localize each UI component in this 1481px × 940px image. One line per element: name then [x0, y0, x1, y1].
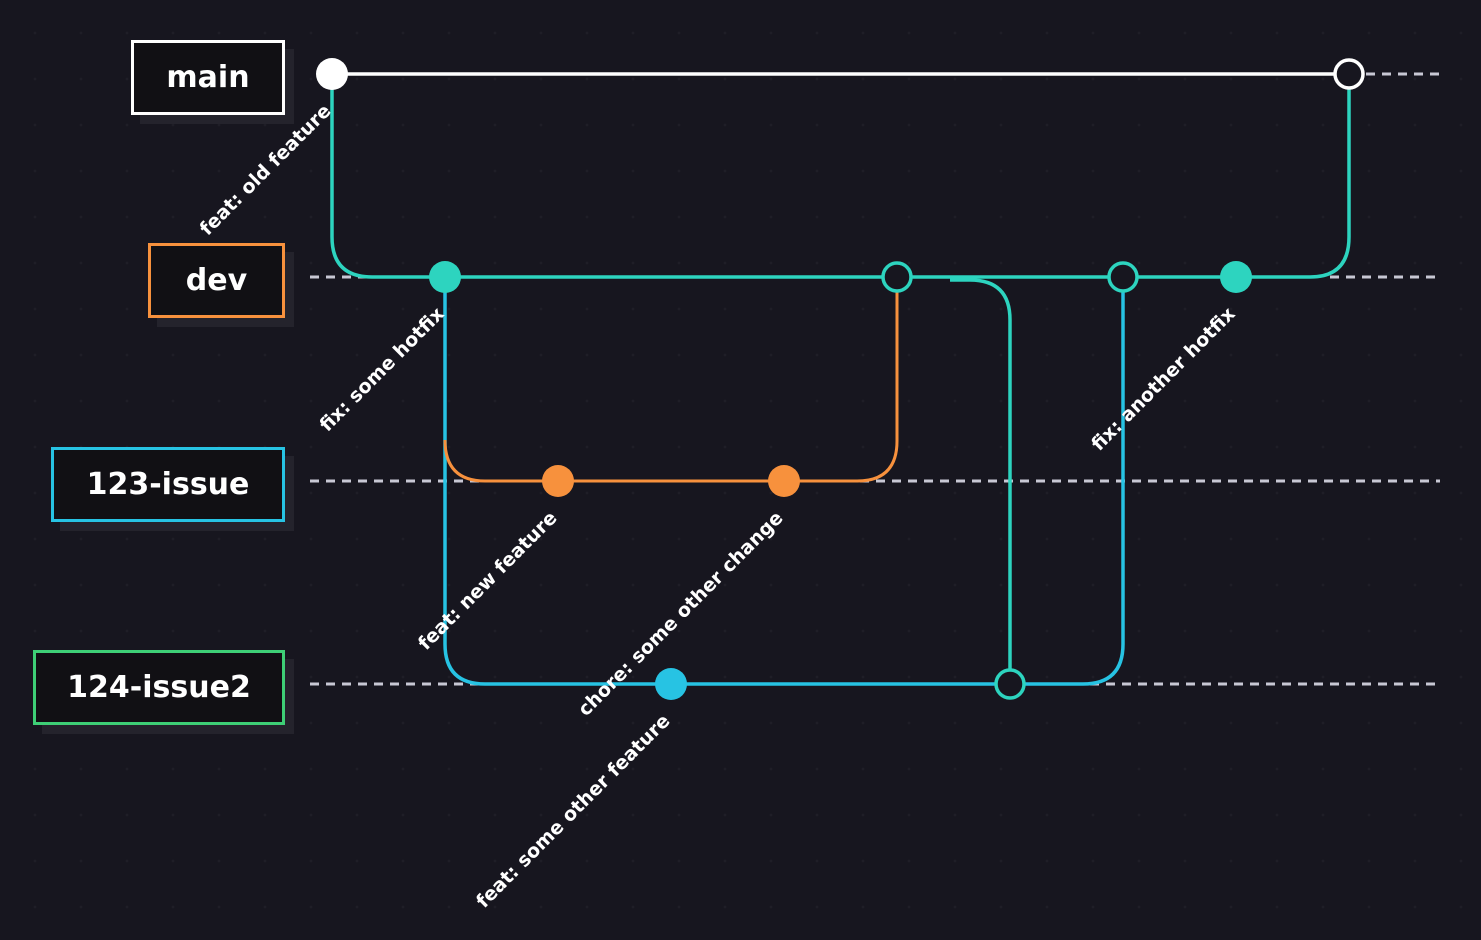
commit-124-other-feature[interactable] [655, 668, 687, 700]
commit-label-new-feature: feat: new feature [414, 507, 562, 655]
branch-label-123-issue-text: 123-issue [86, 467, 250, 502]
dev-to-124-merge-path [950, 278, 1012, 684]
branch-label-main-text: main [166, 60, 250, 95]
124-issue2-branch-path [443, 277, 1125, 686]
commit-dev-merge-123[interactable] [881, 261, 913, 293]
branch-label-main: main [131, 40, 285, 115]
commit-label-old-feature: feat: old feature [196, 100, 336, 240]
commit-123-new-feature[interactable] [542, 465, 574, 497]
branch-label-124-issue2: 124-issue2 [33, 650, 285, 725]
commit-label-another-hotfix: fix: another hotfix [1087, 303, 1239, 455]
dev-from-main-path [330, 74, 1351, 279]
commit-label-other-feature: feat: some other feature [472, 710, 674, 912]
branch-label-dev: dev [148, 243, 285, 318]
commit-main-start[interactable] [316, 58, 348, 90]
123-issue-branch-path [443, 277, 899, 483]
commit-label-some-hotfix: fix: some hotfix [315, 303, 448, 436]
branch-label-124-issue2-text: 124-issue2 [67, 670, 251, 705]
commit-dev-hotfix[interactable] [429, 261, 461, 293]
branch-label-dev-text: dev [185, 263, 248, 298]
commit-124-merge-dev[interactable] [994, 668, 1026, 700]
branch-label-123-issue: 123-issue [51, 447, 285, 522]
commit-dev-another-hotfix[interactable] [1220, 261, 1252, 293]
commit-main-merge[interactable] [1333, 58, 1365, 90]
commit-dev-merge-124[interactable] [1107, 261, 1139, 293]
commit-123-other-change[interactable] [768, 465, 800, 497]
